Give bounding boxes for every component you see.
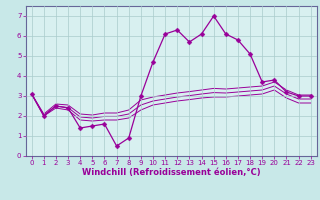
X-axis label: Windchill (Refroidissement éolien,°C): Windchill (Refroidissement éolien,°C): [82, 168, 260, 177]
